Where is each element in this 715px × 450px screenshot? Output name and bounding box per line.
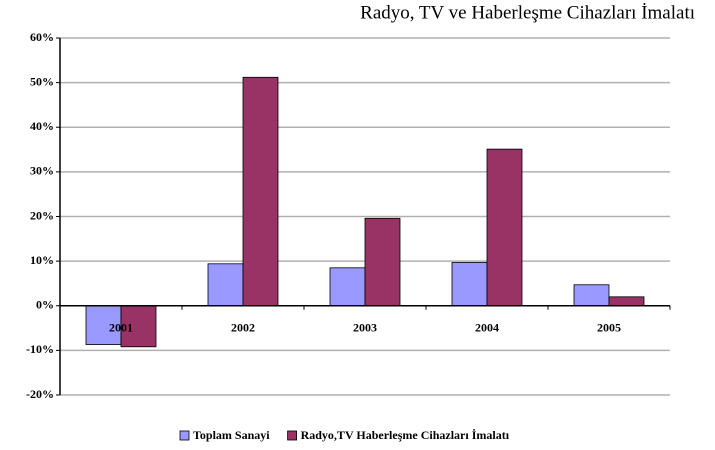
bar <box>364 217 401 307</box>
y-tick-label: -10% <box>26 342 54 356</box>
bar <box>608 296 645 307</box>
y-tick-label: 50% <box>30 74 54 88</box>
bar <box>573 284 610 307</box>
bar <box>451 262 488 307</box>
legend-label: Radyo,TV Haberleşme Cihazları İmalatı <box>301 428 510 442</box>
y-tick-label: 0% <box>36 298 54 312</box>
bar <box>242 76 279 307</box>
chart-title: Radyo, TV ve Haberleşme Cihazları İmalat… <box>360 2 695 23</box>
y-tick-label: 10% <box>30 253 54 267</box>
y-tick-label: 30% <box>30 164 54 178</box>
legend-swatch <box>287 430 297 441</box>
x-tick-label: 2002 <box>231 321 255 335</box>
y-tick-label: 40% <box>30 119 54 133</box>
bar <box>207 263 244 307</box>
bar <box>486 148 523 307</box>
x-tick-label: 2004 <box>475 321 499 335</box>
legend-label: Toplam Sanayi <box>193 428 270 442</box>
legend-swatch <box>179 430 190 441</box>
y-tick-label: 60% <box>30 30 54 44</box>
y-tick-label: -20% <box>26 387 54 401</box>
x-tick-label: 2003 <box>353 321 377 335</box>
y-tick-label: 20% <box>30 208 54 222</box>
bar <box>120 305 157 348</box>
x-tick-label: 2005 <box>597 321 621 335</box>
bar <box>329 267 366 307</box>
x-tick-label: 2001 <box>109 321 133 335</box>
